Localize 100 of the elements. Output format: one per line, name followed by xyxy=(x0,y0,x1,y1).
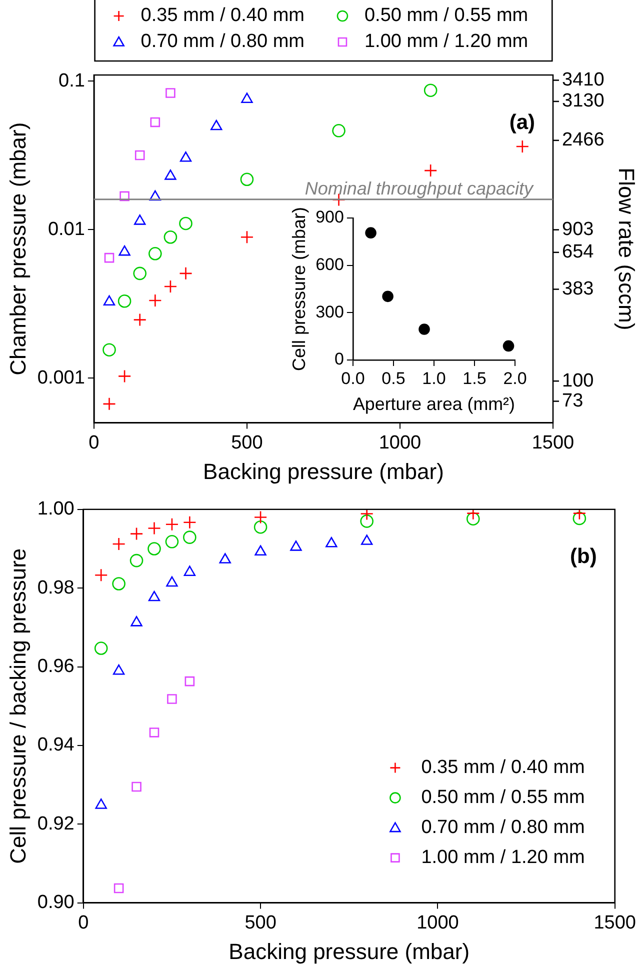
x-tick-label: 1500 xyxy=(594,912,636,934)
y-tick-label: 0.1 xyxy=(58,70,85,92)
y-tick-label: 0.98 xyxy=(37,577,74,598)
y-tick-label: 1.00 xyxy=(37,498,74,520)
point xyxy=(112,664,125,675)
point xyxy=(133,313,146,326)
point xyxy=(254,510,268,524)
point xyxy=(360,514,374,528)
point xyxy=(164,280,178,294)
point xyxy=(183,530,196,544)
point xyxy=(466,509,480,520)
point xyxy=(254,520,268,534)
point xyxy=(102,397,116,411)
x-tick-label: 0.0 xyxy=(341,368,365,388)
y2-axis-title: Flow rate (sccm) xyxy=(614,168,639,330)
point xyxy=(166,88,176,98)
point xyxy=(183,516,196,530)
annotation: (b) xyxy=(570,545,597,568)
x-tick-label: 500 xyxy=(231,432,263,454)
point xyxy=(254,545,266,556)
y-tick-label: 600 xyxy=(316,255,344,274)
text: 383 xyxy=(562,278,594,300)
y-tick-label: 0.01 xyxy=(48,218,85,240)
point xyxy=(112,577,126,590)
point xyxy=(166,576,178,587)
legend-label: 1.00 mm / 1.20 mm xyxy=(364,31,528,52)
point xyxy=(165,535,179,548)
legend-label: 0.70 mm / 0.80 mm xyxy=(421,817,585,838)
annotation: (a) xyxy=(509,110,535,134)
point xyxy=(290,540,302,551)
point xyxy=(167,694,177,704)
y-tick-label: 0.92 xyxy=(37,813,74,834)
point xyxy=(103,295,116,306)
point xyxy=(418,324,430,335)
x-tick-label: 0 xyxy=(88,432,100,454)
point xyxy=(148,294,162,308)
point xyxy=(179,266,192,280)
point xyxy=(130,554,144,568)
point xyxy=(120,191,130,202)
legend-label: 0.50 mm / 0.55 mm xyxy=(421,787,585,808)
text: 100 xyxy=(562,370,594,392)
y-tick-label: 300 xyxy=(316,302,344,322)
point xyxy=(112,537,126,551)
y-axis-title: Chamber pressure (mbar) xyxy=(5,122,30,376)
y-tick-label: 0 xyxy=(334,350,344,369)
text: 3410 xyxy=(562,69,604,90)
point xyxy=(240,172,254,186)
point xyxy=(179,216,192,230)
x-axis-title: Aperture area (mm²) xyxy=(352,394,515,414)
point xyxy=(149,728,160,738)
text: 73 xyxy=(562,390,584,412)
point xyxy=(104,252,114,263)
point xyxy=(241,92,253,104)
point xyxy=(326,536,338,548)
point xyxy=(94,568,108,582)
point xyxy=(516,140,530,154)
point xyxy=(466,512,480,526)
y-axis-title: Cell pressure / backing pressure xyxy=(5,548,30,864)
point xyxy=(95,798,107,809)
point xyxy=(382,290,394,302)
legend-label: 0.50 mm / 0.55 mm xyxy=(364,5,528,26)
point xyxy=(184,676,195,686)
text: 654 xyxy=(562,242,594,263)
point xyxy=(502,340,514,352)
point xyxy=(118,245,130,256)
point xyxy=(165,518,179,531)
x-tick-label: 0.5 xyxy=(382,368,406,388)
point xyxy=(148,246,162,260)
y-tick-label: 900 xyxy=(316,208,344,227)
y-axis-title: Cell pressure (mbar) xyxy=(288,206,309,372)
x-tick-label: 1000 xyxy=(416,912,459,934)
point xyxy=(360,534,373,545)
point xyxy=(332,124,346,138)
point xyxy=(424,84,438,97)
x-tick-label: 1500 xyxy=(532,432,574,454)
point xyxy=(132,782,142,792)
point xyxy=(219,553,231,564)
point xyxy=(134,150,145,160)
point xyxy=(424,164,438,178)
y-tick-label: 0.001 xyxy=(37,367,85,388)
point xyxy=(572,509,586,520)
point xyxy=(164,230,178,244)
x-axis-title: Backing pressure (mbar) xyxy=(228,938,470,964)
point xyxy=(240,230,254,244)
point xyxy=(365,227,376,238)
point xyxy=(118,294,132,308)
point xyxy=(148,542,161,556)
text: 903 xyxy=(562,219,594,240)
point xyxy=(150,117,160,128)
point xyxy=(210,120,222,130)
y-tick-label: 0.90 xyxy=(37,892,74,914)
x-tick-label: 2.0 xyxy=(503,368,527,388)
legend-label: 0.35 mm / 0.40 mm xyxy=(421,757,585,778)
point xyxy=(114,883,124,894)
x-axis-title: Backing pressure (mbar) xyxy=(203,458,444,484)
ref-line-label: Nominal throughput capacity xyxy=(304,178,534,198)
point xyxy=(148,522,161,535)
point xyxy=(94,642,108,655)
point xyxy=(184,566,196,576)
point xyxy=(130,616,142,626)
